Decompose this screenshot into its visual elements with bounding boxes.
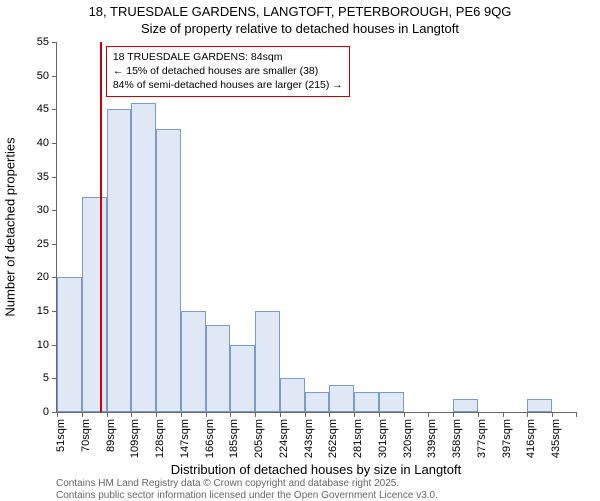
x-tick <box>329 412 330 417</box>
x-tick <box>552 412 553 417</box>
histogram-bar <box>527 399 552 412</box>
x-tick <box>255 412 256 417</box>
title-line-1: 18, TRUESDALE GARDENS, LANGTOFT, PETERBO… <box>0 4 600 21</box>
x-tick <box>230 412 231 417</box>
x-tick-label: 70sqm <box>80 419 92 452</box>
x-tick <box>576 412 577 417</box>
x-tick <box>131 412 132 417</box>
y-tick-label: 40 <box>37 137 57 149</box>
x-tick-label: 109sqm <box>129 419 141 458</box>
x-tick <box>527 412 528 417</box>
x-tick-label: 281sqm <box>352 419 364 458</box>
histogram-bar <box>107 109 132 412</box>
y-tick-label: 35 <box>37 171 57 183</box>
histogram-bar <box>255 311 280 412</box>
y-tick-label: 10 <box>37 339 57 351</box>
x-tick <box>107 412 108 417</box>
y-axis-label: Number of detached properties <box>3 137 18 316</box>
x-tick-label: 224sqm <box>278 419 290 458</box>
y-tick-label: 30 <box>37 204 57 216</box>
histogram-bar <box>453 399 478 412</box>
x-tick-label: 128sqm <box>154 419 166 458</box>
x-tick <box>280 412 281 417</box>
plot-area: 051015202530354045505551sqm70sqm89sqm109… <box>56 42 577 413</box>
y-tick-label: 50 <box>37 70 57 82</box>
x-tick <box>404 412 405 417</box>
histogram-bar <box>82 197 107 412</box>
x-tick-label: 358sqm <box>451 419 463 458</box>
info-box: 18 TRUESDALE GARDENS: 84sqm← 15% of deta… <box>106 46 350 97</box>
histogram-bar <box>230 345 255 412</box>
x-tick <box>354 412 355 417</box>
x-tick-label: 147sqm <box>179 419 191 458</box>
x-tick-label: 185sqm <box>228 419 240 458</box>
histogram-bar <box>329 385 354 412</box>
info-box-line: 18 TRUESDALE GARDENS: 84sqm <box>113 50 343 64</box>
histogram-bar <box>131 103 156 412</box>
x-tick <box>181 412 182 417</box>
x-tick <box>82 412 83 417</box>
histogram-bar <box>305 392 330 412</box>
histogram-bar <box>156 129 181 412</box>
x-tick-label: 397sqm <box>501 419 513 458</box>
x-tick-label: 416sqm <box>525 419 537 458</box>
histogram-bar <box>280 378 305 412</box>
chart-container: 18, TRUESDALE GARDENS, LANGTOFT, PETERBO… <box>0 0 600 500</box>
x-tick <box>478 412 479 417</box>
x-tick-label: 243sqm <box>303 419 315 458</box>
histogram-bar <box>379 392 404 412</box>
y-tick-label: 25 <box>37 238 57 250</box>
footer-line-2: Contains public sector information licen… <box>56 490 438 501</box>
y-tick-label: 20 <box>37 271 57 283</box>
x-tick <box>206 412 207 417</box>
y-tick-label: 0 <box>43 406 57 418</box>
x-tick-label: 320sqm <box>402 419 414 458</box>
marker-line <box>100 42 102 412</box>
x-tick <box>57 412 58 417</box>
histogram-bar <box>354 392 379 412</box>
info-box-line: 84% of semi-detached houses are larger (… <box>113 78 343 92</box>
x-tick-label: 166sqm <box>204 419 216 458</box>
x-tick <box>428 412 429 417</box>
histogram-bar <box>206 325 231 412</box>
x-tick <box>305 412 306 417</box>
x-axis-label: Distribution of detached houses by size … <box>56 462 576 477</box>
y-tick-label: 55 <box>37 36 57 48</box>
x-tick-label: 89sqm <box>105 419 117 452</box>
histogram-bar <box>57 277 82 412</box>
x-tick-label: 205sqm <box>253 419 265 458</box>
y-tick-label: 45 <box>37 103 57 115</box>
x-tick-label: 377sqm <box>476 419 488 458</box>
y-tick-label: 15 <box>37 305 57 317</box>
titles: 18, TRUESDALE GARDENS, LANGTOFT, PETERBO… <box>0 4 600 38</box>
info-box-line: ← 15% of detached houses are smaller (38… <box>113 64 343 78</box>
x-tick-label: 51sqm <box>55 419 67 452</box>
x-tick-label: 301sqm <box>377 419 389 458</box>
x-tick <box>503 412 504 417</box>
title-line-2: Size of property relative to detached ho… <box>0 21 600 38</box>
x-tick-label: 262sqm <box>327 419 339 458</box>
x-tick-label: 339sqm <box>426 419 438 458</box>
x-tick <box>379 412 380 417</box>
x-tick <box>453 412 454 417</box>
x-tick <box>156 412 157 417</box>
histogram-bar <box>181 311 206 412</box>
footer-line-1: Contains HM Land Registry data © Crown c… <box>56 478 399 489</box>
x-tick-label: 435sqm <box>550 419 562 458</box>
y-tick-label: 5 <box>43 372 57 384</box>
